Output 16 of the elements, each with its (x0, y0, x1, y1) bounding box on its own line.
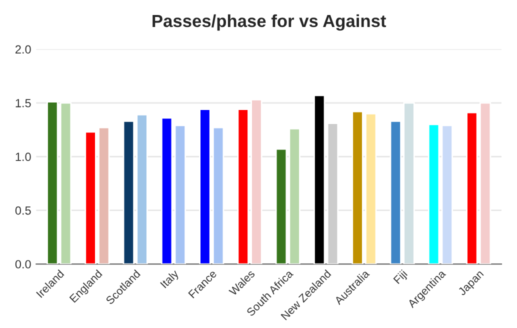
bar (46, 101, 58, 264)
x-tick-label: Fiji (392, 269, 410, 286)
y-tick-label: 0.0 (15, 260, 31, 268)
y-tick-label: 1.0 (16, 152, 31, 162)
bar (314, 94, 326, 264)
bar (174, 124, 186, 264)
bar (441, 124, 453, 264)
bar (326, 122, 339, 264)
y-tick-label: 1.5 (16, 99, 31, 108)
bar (160, 117, 173, 264)
x-tick-label: Italy (160, 268, 181, 290)
chart-title: Passes/phase for vs Against (152, 14, 386, 31)
bar (60, 102, 72, 264)
y-tick-label: 2.0 (16, 45, 31, 54)
bar (428, 124, 440, 264)
y-tick-label: 0.5 (15, 206, 31, 215)
